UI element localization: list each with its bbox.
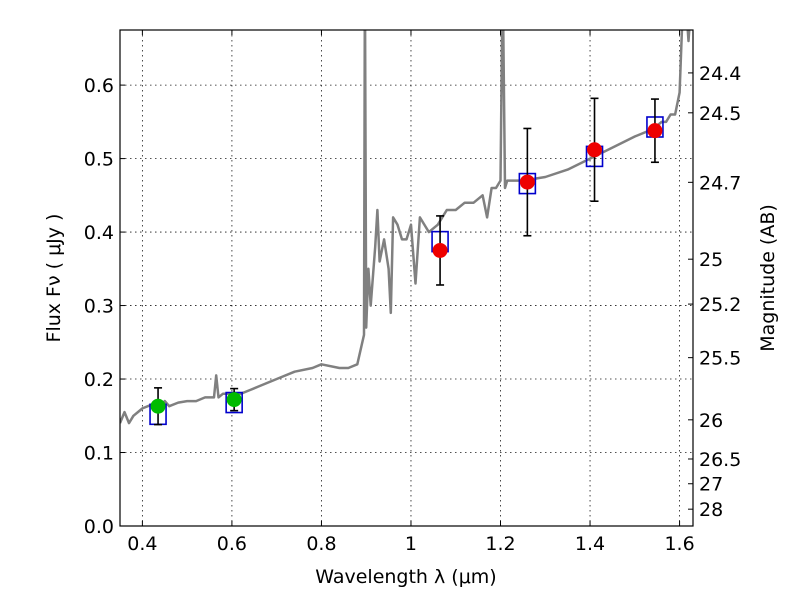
axis-ticks: 0.4 0.6 0.8 1 1.2 1.4 1.6 0.0 0.1 0.2 0.3 0.4 0.5 0.6…	[84, 30, 741, 555]
y-tick-label: 0.5	[84, 149, 114, 171]
nir-data-point	[587, 142, 603, 158]
x-tick-label: 1.2	[485, 533, 515, 555]
y-tick-label: 0.6	[84, 75, 114, 97]
nir-data-point	[519, 174, 535, 190]
x-tick-label: 0.8	[306, 533, 336, 555]
optical-data-point	[150, 398, 166, 414]
plot-frame	[119, 29, 694, 527]
plot-background	[120, 30, 693, 526]
x-axis-label: Wavelength λ (μm)	[315, 566, 496, 588]
y2-tick-label: 25	[699, 249, 723, 271]
y2-tick-label: 25.5	[699, 348, 741, 370]
y-tick-label: 0.0	[84, 516, 114, 538]
nir-data-point	[647, 123, 663, 139]
y-axis-label: Flux Fν ( μJy )	[43, 214, 65, 343]
grid-lines	[120, 30, 693, 527]
template-spectrum-line	[120, 30, 691, 425]
x-tick-label: 1	[405, 533, 417, 555]
y2-tick-label: 24.5	[699, 103, 741, 125]
y2-tick-label: 25.2	[699, 294, 741, 316]
y-tick-label: 0.3	[84, 296, 114, 318]
nir-data-point	[432, 242, 448, 258]
y2-tick-label: 24.4	[699, 63, 741, 85]
y2-tick-label: 24.7	[699, 172, 741, 194]
x-tick-label: 1.4	[575, 533, 605, 555]
y2-axis-label: Magnitude (AB)	[757, 204, 779, 352]
y2-tick-label: 26.5	[699, 449, 741, 471]
y-tick-label: 0.4	[84, 222, 114, 244]
y2-tick-label: 28	[699, 499, 723, 521]
y-tick-label: 0.1	[84, 443, 114, 465]
y2-tick-label: 27	[699, 474, 723, 496]
y2-tick-label: 26	[699, 410, 723, 432]
x-tick-label: 0.6	[217, 533, 247, 555]
y-tick-label: 0.2	[84, 369, 114, 391]
x-tick-label: 1.6	[664, 533, 694, 555]
x-tick-label: 0.4	[127, 533, 157, 555]
data-layer	[120, 30, 691, 426]
optical-data-point	[226, 392, 242, 408]
